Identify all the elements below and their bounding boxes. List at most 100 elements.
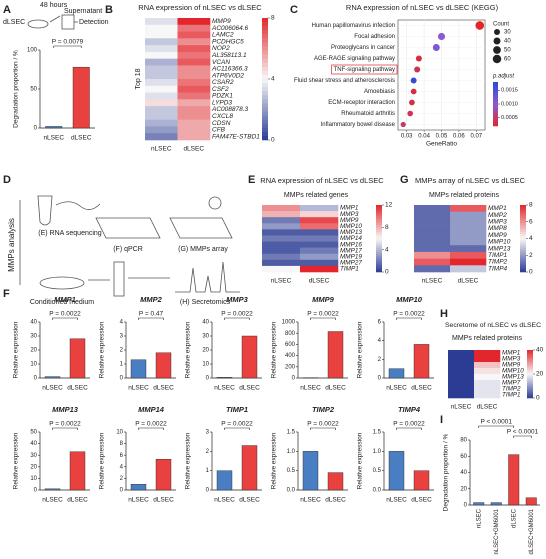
colorbar-step: [493, 93, 498, 96]
heatmap-cell: [450, 245, 487, 253]
p-value: P = 0.0022: [393, 311, 425, 318]
colorbar-step: [520, 225, 526, 228]
colorbar-step: [262, 107, 268, 112]
colorbar-step: [527, 394, 533, 397]
significance-bracket: [53, 45, 82, 48]
bar: [388, 368, 405, 379]
chart-title: RNA expression of nLSEC vs dLSEC: [138, 3, 262, 12]
heatmap-cell: [262, 241, 301, 248]
bar: [327, 331, 344, 379]
heatmap-cell: [450, 231, 487, 239]
y-tick-label: 0: [120, 488, 124, 494]
colorbar-label: 0: [529, 269, 533, 276]
chart-subtitle: MMPs related proteins: [429, 192, 500, 199]
schematic-label: (E) RNA sequencing: [38, 230, 102, 237]
chart-panel: C 0.03 0.04 0.05 0.06 0.07 Human papillomaviru…: [290, 3, 518, 148]
chart-title: MMP1: [54, 295, 76, 304]
colorbar-step: [520, 254, 526, 257]
heatmap-cell: [448, 356, 475, 363]
rna-icon: [55, 201, 101, 210]
colorbar-step: [520, 209, 526, 212]
y-tick-label: 2: [120, 348, 124, 354]
row-label: AC006064.6: [211, 25, 249, 32]
p-value: P = 0.0022: [221, 311, 253, 318]
colorbar-step: [262, 50, 268, 55]
colorbar-label: 2: [529, 252, 533, 259]
category-label: Rheumatoid arthritis: [341, 111, 395, 117]
colorbar-step: [493, 104, 498, 107]
colorbar-step: [376, 269, 382, 273]
colorbar-step: [493, 113, 498, 116]
row-label: TIMP1: [488, 252, 508, 259]
colorbar-label: 0.0005: [501, 115, 518, 121]
heatmap-cell: [448, 368, 475, 375]
chart-panel: 0 1 2 3 4 nLSEC dLSEC P = 0.47 MMP2 Relative expr…: [99, 295, 176, 392]
colorbar-step: [527, 380, 533, 383]
colorbar-step: [493, 118, 498, 121]
row-label: AC008878.3: [211, 106, 249, 113]
row-label: MMP9: [488, 232, 507, 239]
significance-bracket: [52, 427, 78, 430]
colorbar-step: [262, 66, 268, 72]
x-tick-label: dLSEC: [153, 497, 174, 504]
colorbar-step: [376, 225, 382, 228]
dot: [410, 88, 417, 95]
colorbar-step: [527, 386, 533, 389]
heatmap-cell: [450, 265, 487, 273]
heatmap-cell: [300, 241, 339, 248]
plate-icon: [95, 217, 161, 239]
heatmap-cell: [450, 251, 487, 259]
heatmap-cell: [177, 72, 211, 80]
colorbar-step: [527, 359, 533, 362]
colorbar-step: [527, 372, 533, 375]
y-tick-label: 800: [285, 331, 296, 337]
y-tick-label: 0.5: [373, 468, 382, 474]
colorbar-step: [527, 351, 533, 354]
row-label: AC116366.3: [211, 66, 248, 73]
category-label: Human papillomavirus infection: [312, 23, 395, 29]
chart-panel: GMMP1MMP2MMP3MMP8MMP9MMP10MMP13TIMP1TIMP…: [400, 174, 533, 285]
heatmap-cell: [145, 92, 178, 100]
heatmap-cell: [145, 106, 178, 114]
bar: [130, 484, 147, 491]
colorbar-step: [520, 251, 526, 255]
colorbar-label: 8: [529, 202, 533, 209]
row-label: VCAN: [212, 59, 230, 66]
colorbar-label: 0.0010: [501, 101, 518, 107]
x-tick-label: nLSEC+GM6001: [494, 508, 500, 554]
chart-title: MMP14: [138, 405, 165, 414]
heatmap-cell: [448, 392, 475, 399]
significance-bracket: [478, 425, 515, 428]
row-label: MMP2: [488, 212, 507, 219]
row-label: MMP7: [502, 380, 521, 387]
heatmap-cell: [448, 374, 475, 381]
heatmap-cell: [448, 386, 475, 393]
chart-title: TIMP2: [312, 405, 335, 414]
colorbar-step: [527, 383, 533, 386]
array-icon: [169, 217, 233, 239]
colorbar-step: [493, 105, 498, 108]
y-tick-label: 20: [30, 348, 37, 354]
y-axis-label: Relative expression: [357, 432, 364, 489]
p-value: P = 0.0079: [52, 39, 84, 46]
colorbar-step: [376, 231, 382, 235]
colorbar-step: [520, 227, 526, 230]
heatmap-cell: [414, 245, 451, 253]
y-tick-label: 200: [285, 364, 296, 370]
heatmap-cell: [145, 51, 178, 59]
heatmap-cell: [474, 386, 501, 393]
dish-icon: [27, 19, 49, 29]
heatmap-cell: [414, 238, 451, 246]
colorbar-label: 4: [271, 76, 275, 83]
y-tick-label: 0.5: [287, 468, 296, 474]
heatmap-cell: [414, 211, 451, 219]
heatmap-cell: [262, 253, 301, 261]
colorbar-step: [520, 247, 526, 250]
dot: [410, 77, 417, 84]
column-label: nLSEC: [451, 404, 472, 411]
colorbar-step: [493, 91, 498, 94]
category-label: ECM-receptor interaction: [328, 100, 395, 106]
heatmap-cell: [414, 258, 451, 266]
